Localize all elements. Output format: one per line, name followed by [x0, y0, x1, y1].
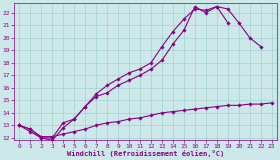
X-axis label: Windchill (Refroidissement éolien,°C): Windchill (Refroidissement éolien,°C) — [67, 150, 224, 157]
